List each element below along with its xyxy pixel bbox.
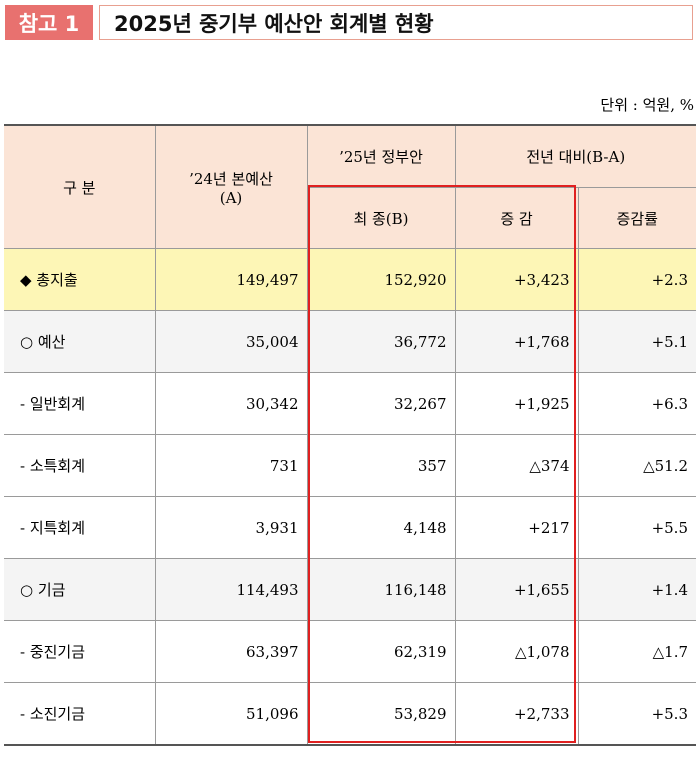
table-row: - 지특회계 3,931 4,148 +217 +5.5 [4, 496, 696, 559]
row-label: ○ 기금 [4, 558, 156, 621]
reference-badge: 참고 1 [5, 5, 93, 40]
cell-final: 4,148 [306, 496, 456, 559]
page-title: 2025년 중기부 예산안 회계별 현황 [99, 5, 693, 40]
unit-label: 단위 : 억원, % [600, 96, 694, 114]
row-label: - 소특회계 [4, 434, 156, 497]
cell-final: 357 [306, 434, 456, 497]
header-final: 최 종(B) [306, 187, 456, 249]
table-row: - 소진기금 51,096 53,829 +2,733 +5.3 [4, 682, 696, 746]
header-category: 구 분 [4, 124, 156, 249]
cell-rate: +5.5 [577, 496, 696, 559]
cell-final: 116,148 [306, 558, 456, 621]
cell-rate: △1.7 [577, 620, 696, 683]
cell-rate: +5.3 [577, 682, 696, 746]
cell-final: 36,772 [306, 310, 456, 373]
cell-final: 152,920 [306, 248, 456, 311]
header-budget-2024-line2: (A) [219, 188, 243, 207]
header-yoy: 전년 대비(B-A) [454, 124, 696, 188]
cell-budget-2024: 3,931 [154, 496, 308, 559]
cell-change: +217 [454, 496, 579, 559]
row-label: - 소진기금 [4, 682, 156, 746]
cell-budget-2024: 114,493 [154, 558, 308, 621]
cell-rate: +2.3 [577, 248, 696, 311]
table-row: - 중진기금 63,397 62,319 △1,078 △1.7 [4, 620, 696, 683]
table-row: - 소특회계 731 357 △374 △51.2 [4, 434, 696, 497]
table-row: - 일반회계 30,342 32,267 +1,925 +6.3 [4, 372, 696, 435]
cell-final: 53,829 [306, 682, 456, 746]
header-rate: 증감률 [577, 187, 696, 249]
cell-rate: +6.3 [577, 372, 696, 435]
cell-change: +1,655 [454, 558, 579, 621]
cell-change: +1,925 [454, 372, 579, 435]
title-bar: 참고 1 2025년 중기부 예산안 회계별 현황 [5, 5, 693, 40]
header-change: 증 감 [454, 187, 579, 249]
table-row: ◆ 총지출 149,497 152,920 +3,423 +2.3 [4, 248, 696, 311]
cell-change: +1,768 [454, 310, 579, 373]
table-row: ○ 기금 114,493 116,148 +1,655 +1.4 [4, 558, 696, 621]
table-row: ○ 예산 35,004 36,772 +1,768 +5.1 [4, 310, 696, 373]
cell-budget-2024: 63,397 [154, 620, 308, 683]
cell-budget-2024: 51,096 [154, 682, 308, 746]
row-label: ○ 예산 [4, 310, 156, 373]
cell-budget-2024: 149,497 [154, 248, 308, 311]
cell-budget-2024: 731 [154, 434, 308, 497]
cell-budget-2024: 30,342 [154, 372, 308, 435]
cell-rate: △51.2 [577, 434, 696, 497]
row-label: - 지특회계 [4, 496, 156, 559]
cell-change: △374 [454, 434, 579, 497]
cell-rate: +1.4 [577, 558, 696, 621]
budget-table: 구 분 ’24년 본예산 (A) ’25년 정부안 전년 대비(B-A) 최 종… [4, 124, 696, 746]
header-budget-2024-line1: ’24년 본예산 [189, 169, 273, 188]
cell-final: 62,319 [306, 620, 456, 683]
row-label: - 일반회계 [4, 372, 156, 435]
cell-budget-2024: 35,004 [154, 310, 308, 373]
cell-rate: +5.1 [577, 310, 696, 373]
header-budget-2024: ’24년 본예산 (A) [154, 124, 308, 249]
cell-change: +3,423 [454, 248, 579, 311]
row-label: - 중진기금 [4, 620, 156, 683]
cell-final: 32,267 [306, 372, 456, 435]
cell-change: △1,078 [454, 620, 579, 683]
header-gov-2025: ’25년 정부안 [306, 124, 456, 188]
row-label: ◆ 총지출 [4, 248, 156, 311]
cell-change: +2,733 [454, 682, 579, 746]
